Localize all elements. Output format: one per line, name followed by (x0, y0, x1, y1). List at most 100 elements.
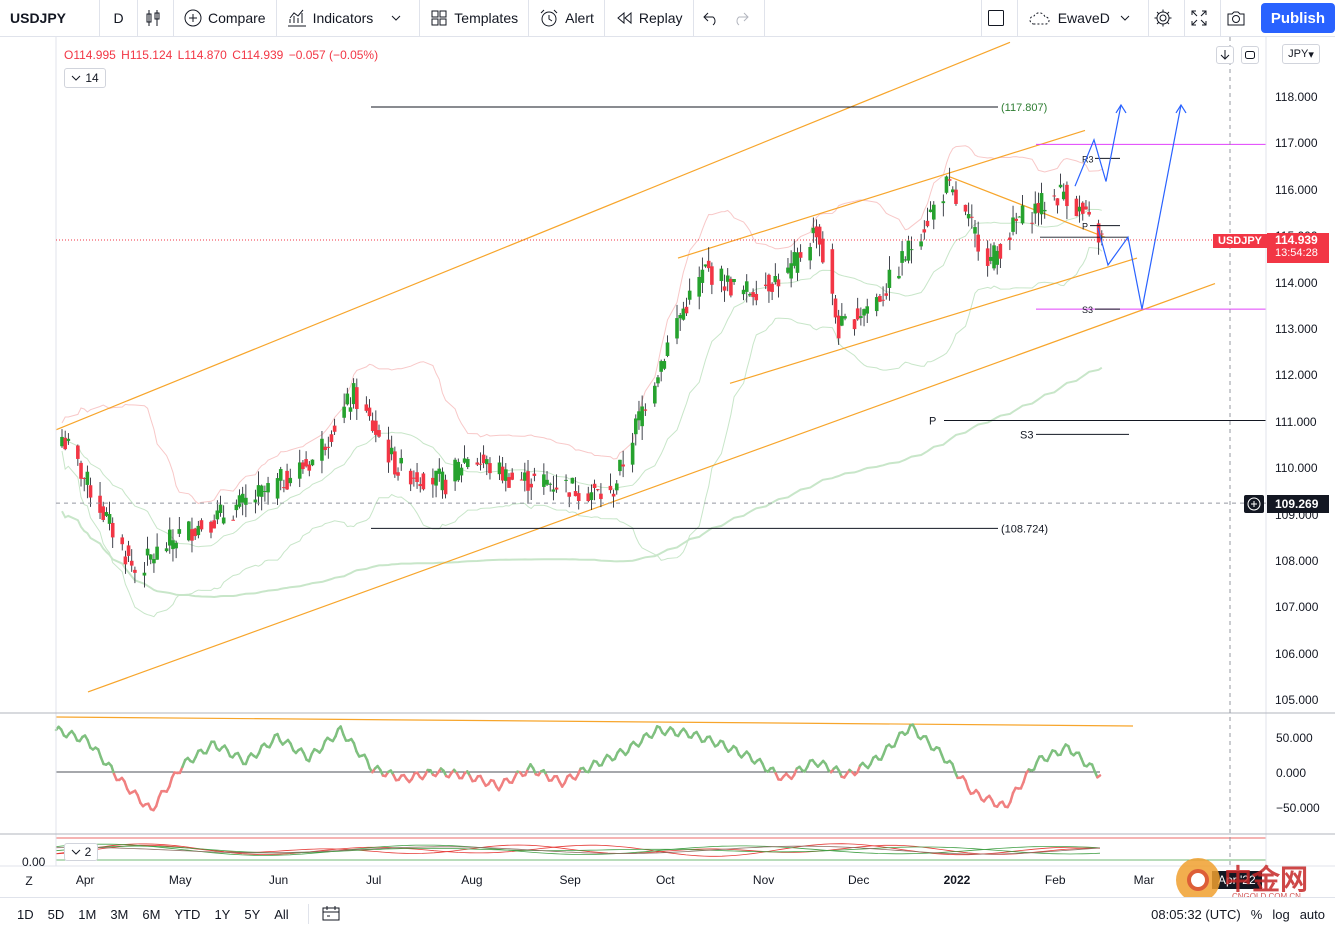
lower-indicator-pane (55, 837, 1266, 861)
publish-button[interactable]: Publish (1260, 3, 1335, 33)
interval-button[interactable]: D (100, 0, 138, 37)
candle-body (351, 383, 356, 405)
candle-body (532, 473, 537, 476)
candle-body (763, 284, 768, 287)
candle-body (608, 485, 613, 491)
undo-icon[interactable] (702, 10, 720, 26)
candle-body (732, 278, 736, 283)
candle-body (437, 468, 442, 474)
compare-button[interactable]: Compare (174, 0, 277, 37)
snapshot-button[interactable] (1221, 0, 1257, 37)
price-tick: 117.000 (1275, 136, 1318, 151)
grid-icon (431, 10, 447, 26)
candle-body (123, 556, 128, 565)
osc-segment (110, 764, 116, 776)
indicators-button[interactable]: Indicators (277, 0, 421, 37)
candle-body (297, 462, 302, 479)
templates-button[interactable]: Templates (420, 0, 530, 37)
candle-body (551, 489, 556, 492)
range-all[interactable]: All (274, 906, 289, 922)
candle-body (903, 259, 908, 261)
range-6m[interactable]: 6M (142, 906, 161, 922)
indicator-count: 14 (85, 71, 99, 85)
range-1y[interactable]: 1Y (214, 906, 231, 922)
candle-body (773, 276, 778, 283)
layout-button[interactable]: EwaveD (1018, 0, 1149, 37)
candle-body (592, 483, 597, 489)
currency-select[interactable]: JPY ▾ (1282, 44, 1320, 64)
channel-mid-upper (677, 129, 1086, 259)
candle-body (431, 477, 435, 485)
candle-body (199, 520, 204, 530)
level-high-label: (117.807) (1001, 102, 1047, 114)
candle-body (76, 445, 80, 459)
candle-body (586, 493, 591, 502)
symbol-search-button[interactable]: USDJPY (0, 0, 100, 37)
candle-body (288, 477, 293, 484)
candle-body (393, 451, 397, 475)
low-value: L114.870 (177, 48, 227, 62)
candle-body (931, 204, 936, 220)
redo-icon[interactable] (732, 10, 750, 26)
replay-label: Replay (638, 10, 683, 26)
price-tick: 105.000 (1275, 693, 1319, 708)
price-tick: 113.000 (1275, 322, 1318, 336)
top-toolbar: USDJPY D Compare Indicators Templates Al… (0, 0, 1335, 37)
candle-body (282, 487, 286, 489)
fullscreen-select-button[interactable] (982, 0, 1018, 37)
candle-body (576, 493, 581, 502)
scroll-down-button[interactable] (1216, 46, 1234, 64)
candle-body (1036, 202, 1041, 213)
replay-button[interactable]: Replay (605, 0, 694, 37)
log-toggle[interactable]: log (1272, 907, 1290, 922)
range-3m[interactable]: 3M (110, 906, 129, 922)
candle-body (922, 229, 927, 233)
percent-toggle[interactable]: % (1250, 907, 1263, 922)
auto-toggle[interactable]: auto (1299, 907, 1325, 922)
chart-canvas[interactable]: (117.807) (108.724) P S3 R3 P S3 (0, 37, 1335, 897)
range-ytd[interactable]: YTD (174, 906, 201, 922)
candle-body (998, 243, 1003, 259)
range-5y[interactable]: 5Y (244, 906, 261, 922)
candle-body (554, 487, 559, 490)
alert-button[interactable]: Alert (529, 0, 605, 37)
settings-button[interactable] (1149, 0, 1185, 37)
chart-type-button[interactable] (138, 0, 174, 37)
utc-clock[interactable]: 08:05:32 (UTC) (1151, 907, 1241, 922)
indicators-legend-toggle[interactable]: 14 (64, 68, 106, 88)
candle-body (989, 256, 993, 261)
candle-body (710, 266, 714, 285)
month-label: Jul (365, 873, 382, 887)
range-5d[interactable]: 5D (47, 906, 65, 922)
candle-body (231, 519, 235, 521)
candle-body (640, 406, 644, 427)
candle-body (304, 459, 308, 467)
candle-body (653, 385, 657, 404)
osc-segment (1022, 772, 1028, 784)
candle-body (453, 459, 457, 482)
date-range-icon[interactable] (321, 905, 341, 923)
candle-body (618, 459, 622, 472)
range-1d[interactable]: 1D (17, 906, 34, 922)
candle-body (906, 240, 911, 261)
fullscreen-button[interactable] (1185, 0, 1221, 37)
candle-body (919, 241, 923, 247)
timezone-z-button[interactable]: Z (25, 874, 33, 888)
high-value: H115.124 (121, 48, 173, 62)
price-tick: 112.000 (1275, 368, 1318, 383)
lower-pane-legend-toggle[interactable]: 2 (64, 843, 98, 861)
candle-body (1084, 206, 1088, 210)
candle-body (954, 189, 958, 204)
range-1m[interactable]: 1M (78, 906, 97, 922)
osc-segment (86, 738, 92, 749)
reset-chart-button[interactable] (1241, 46, 1259, 64)
refresh-icon (1245, 51, 1255, 59)
candle-body (443, 479, 448, 495)
candles-icon (146, 10, 159, 26)
square-icon (988, 10, 1005, 26)
add-alert-button[interactable] (1244, 495, 1264, 513)
month-label: Mar (1133, 873, 1155, 887)
candle-body (1096, 223, 1101, 243)
candle-body (481, 454, 486, 464)
month-label: 2022 (943, 873, 971, 887)
